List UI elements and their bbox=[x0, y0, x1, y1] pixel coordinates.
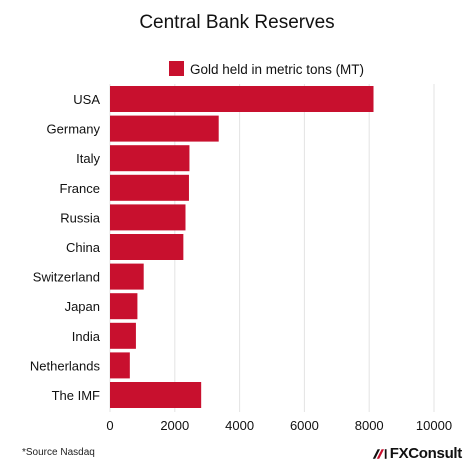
chart-title: Central Bank Reserves bbox=[139, 12, 334, 33]
x-axis-ticks: 0 2000 4000 6000 8000 10000 bbox=[106, 418, 452, 433]
bar bbox=[110, 322, 136, 349]
legend-swatch bbox=[169, 61, 184, 76]
bar bbox=[110, 86, 374, 112]
bar bbox=[110, 174, 189, 201]
bars bbox=[110, 86, 374, 408]
category-label: Germany bbox=[47, 122, 101, 137]
category-label: India bbox=[72, 329, 101, 344]
category-label: Russia bbox=[60, 210, 101, 225]
bar bbox=[110, 115, 219, 142]
brand-mark-icon bbox=[372, 448, 387, 459]
legend: Gold held in metric tons (MT) bbox=[169, 61, 364, 77]
source-note: *Source Nasdaq bbox=[22, 447, 95, 458]
x-tick-label: 2000 bbox=[160, 418, 189, 433]
x-tick-label: 4000 bbox=[225, 418, 254, 433]
bar bbox=[110, 352, 130, 379]
x-tick-label: 0 bbox=[106, 418, 113, 433]
category-label: USA bbox=[73, 92, 100, 107]
bar bbox=[110, 263, 144, 290]
bar bbox=[110, 145, 190, 172]
category-label: Japan bbox=[65, 299, 100, 314]
bar bbox=[110, 382, 202, 408]
legend-label: Gold held in metric tons (MT) bbox=[190, 62, 364, 77]
brand-logo: FXConsult bbox=[372, 445, 462, 462]
category-label: The IMF bbox=[52, 388, 100, 403]
category-label: China bbox=[66, 240, 101, 255]
category-labels: USA Germany Italy France Russia China Switzerl… bbox=[30, 92, 101, 403]
x-tick-label: 6000 bbox=[290, 418, 319, 433]
brand-name: FXConsult bbox=[389, 445, 463, 462]
x-tick-label: 10000 bbox=[416, 418, 452, 433]
bar bbox=[110, 204, 186, 231]
category-label: France bbox=[60, 181, 100, 196]
bar bbox=[110, 293, 138, 320]
category-label: Switzerland bbox=[33, 270, 100, 285]
category-label: Netherlands bbox=[30, 358, 101, 373]
category-label: Italy bbox=[76, 151, 100, 166]
x-tick-label: 8000 bbox=[355, 418, 384, 433]
bar bbox=[110, 234, 184, 260]
